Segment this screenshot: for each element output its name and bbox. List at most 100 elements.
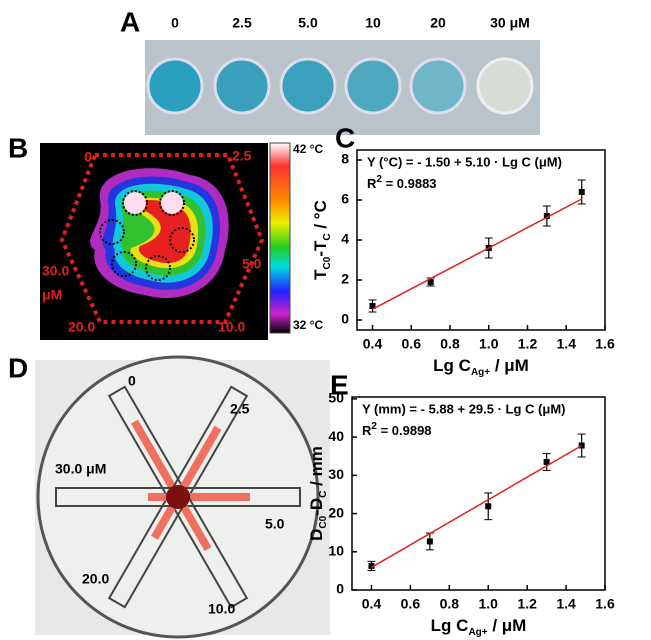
- channel-label: 30.0 μM: [55, 461, 106, 477]
- channel-fill: [190, 493, 250, 501]
- text-part: C0: [318, 515, 329, 528]
- colorbar: [269, 142, 291, 334]
- text-part: C0: [322, 256, 333, 269]
- text-part: R: [367, 176, 377, 191]
- x-tick-label: 1.0: [479, 336, 499, 352]
- channel-label: 30.0: [42, 263, 69, 279]
- concentration-label: 5.0: [298, 15, 318, 31]
- x-tick-label: 0.6: [402, 336, 422, 352]
- axis-title: DC0-DC / mm: [307, 446, 329, 541]
- data-point: [543, 213, 550, 219]
- text-part: -D: [307, 498, 326, 516]
- y-tick-label: 20: [328, 504, 344, 520]
- channel-label: 20.0: [68, 319, 95, 335]
- y-tick-label: 40: [328, 428, 344, 444]
- y-tick-label: 8: [341, 151, 349, 167]
- well: [409, 57, 467, 115]
- panel-d: D 0 2.5 5.0 10.0 20.0 30.0 μM: [8, 352, 330, 639]
- concentration-label: 0: [171, 15, 179, 31]
- y-tick-label: 10: [328, 542, 344, 558]
- channel-fill: [180, 425, 222, 489]
- channel-label: 10.0: [208, 601, 235, 617]
- axis-title: R2 = 0.9883: [367, 174, 437, 191]
- channel-fill: [148, 493, 166, 501]
- y-tick-label: 0: [341, 311, 349, 327]
- x-tick-label: 1.2: [517, 596, 537, 612]
- hot-spot: [124, 192, 146, 214]
- center-well: [166, 485, 190, 509]
- text-part: Ag+: [471, 367, 490, 378]
- data-point: [485, 503, 492, 510]
- colorbar-min: 32 °C: [293, 318, 323, 332]
- panel-label: E: [330, 369, 349, 400]
- data-point: [426, 538, 433, 545]
- photo: [145, 40, 540, 135]
- concentration-label: 20: [430, 15, 446, 31]
- heat-zone: [132, 199, 191, 264]
- axis-title: Lg CAg+ / μM: [433, 356, 529, 378]
- panel-b: B 0 2.5 5.0 10.0 20.0 30.0 μM 42 °C 32 °…: [8, 132, 323, 340]
- y-tick-label: 6: [341, 191, 349, 207]
- y-tick-label: 30: [328, 466, 344, 482]
- y-tick-label: 0: [336, 581, 344, 597]
- x-tick-label: 1.6: [595, 596, 615, 612]
- channel-fill: [180, 505, 212, 551]
- data-point: [543, 458, 550, 465]
- channel-label: 2.5: [230, 401, 250, 417]
- fit-line: [371, 444, 583, 569]
- channel-fill: [131, 419, 176, 489]
- concentration-label: 30 μM: [490, 15, 530, 31]
- y-tick-label: 50: [328, 390, 344, 406]
- plot-frame: [351, 396, 606, 591]
- x-tick-label: 0.8: [440, 596, 460, 612]
- text-part: D: [307, 529, 326, 541]
- well: [344, 57, 402, 115]
- hexagon-outline: [59, 153, 265, 324]
- concentration-label: 10: [365, 15, 381, 31]
- colorbar-max: 42 °C: [293, 142, 323, 156]
- panel-label: C: [335, 122, 355, 153]
- x-tick-label: 1.0: [478, 596, 498, 612]
- well-outline: [99, 219, 125, 245]
- text-part: / μM: [488, 616, 527, 635]
- text-part: 2: [371, 421, 377, 432]
- text-part: R: [362, 423, 372, 438]
- text-part: Lg C: [431, 616, 469, 635]
- panel-a: A 0 2.5 5.0 10 20 30 μM: [120, 6, 540, 135]
- x-tick-label: 1.4: [556, 596, 576, 612]
- well-outline: [145, 255, 171, 281]
- well: [476, 57, 534, 115]
- well-outline: [169, 227, 195, 253]
- well-outline: [122, 190, 148, 216]
- text-part: C: [322, 233, 333, 240]
- y-tick-label: 2: [341, 271, 349, 287]
- concentration-label: 2.5: [232, 15, 252, 31]
- well-outline: [159, 190, 185, 216]
- channel-label: 0: [84, 149, 92, 165]
- y-tick-label: 4: [341, 231, 349, 247]
- text-part: 2: [376, 174, 382, 185]
- data-point: [368, 562, 375, 569]
- equation: Y (mm) = - 5.88 + 29.5 · Lg C (μM): [362, 401, 566, 416]
- channel-label: 2.5: [232, 148, 252, 164]
- channel-fill: [151, 505, 176, 540]
- x-tick-label: 1.6: [595, 336, 615, 352]
- equation: Y (°C) = - 1.50 + 5.10 · Lg C (μM): [367, 154, 562, 169]
- channel-label: 5.0: [265, 516, 285, 532]
- x-tick-label: 0.6: [401, 596, 421, 612]
- well: [146, 57, 204, 115]
- text-part: / μM: [490, 356, 529, 375]
- x-tick-label: 0.8: [440, 336, 460, 352]
- data-point: [427, 279, 434, 285]
- data-point: [578, 442, 585, 449]
- fit-line: [372, 198, 583, 310]
- channel-label: 0: [128, 373, 136, 389]
- well-outline: [111, 251, 137, 277]
- text-part: = 0.9898: [377, 423, 432, 438]
- channel-label: 5.0: [242, 256, 262, 272]
- axis-title: Lg CAg+ / μM: [431, 616, 527, 638]
- text-part: C: [318, 491, 329, 498]
- channel-label: 10.0: [218, 319, 245, 335]
- unit-label: μM: [42, 287, 62, 303]
- text-part: Ag+: [468, 627, 487, 638]
